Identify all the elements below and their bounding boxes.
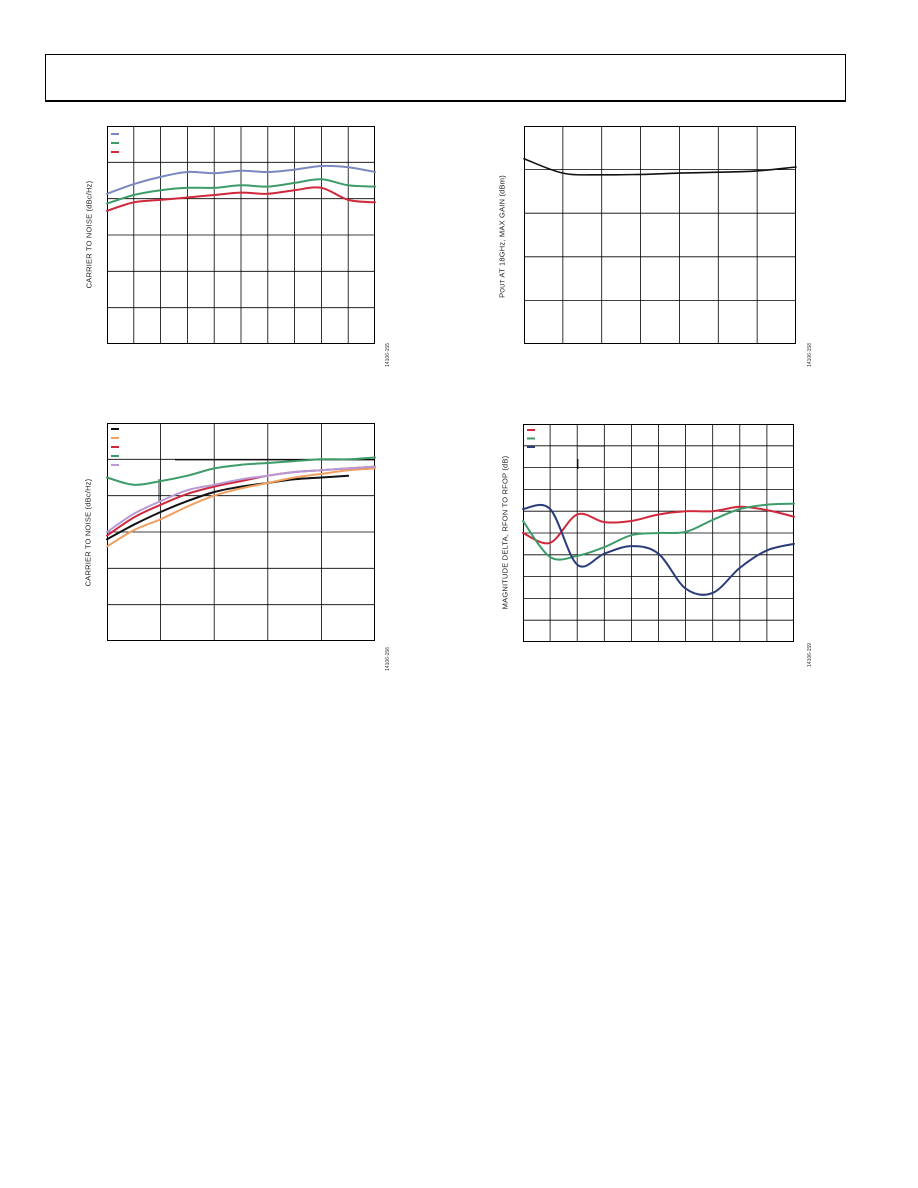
chart-1-figure-number: 14106-155 <box>384 343 391 367</box>
chart-3-y-axis-label: CARRIER TO NOISE (dBc/Hz) <box>83 478 93 587</box>
series-line-3 <box>522 503 795 596</box>
chart-2-pout-max-gain <box>523 126 797 344</box>
series-line-2 <box>522 502 795 561</box>
chart-4-y-axis-label: MAGNITUDE DELTA, RFON TO RFOP (dB) <box>500 455 510 610</box>
chart-1-y-axis-label: CARRIER TO NOISE (dBc/Hz) <box>84 180 94 289</box>
chart-3-carrier-to-noise <box>106 423 376 641</box>
plot-frame <box>524 126 796 344</box>
series-line-5 <box>106 465 376 533</box>
chart-3-figure-number: 14106-156 <box>384 647 391 671</box>
series-line-3 <box>106 186 376 212</box>
chart-4-magnitude-delta <box>522 424 795 642</box>
series-line-1 <box>106 164 376 195</box>
chart-2-y-axis-label: POUT AT 18GHz, MAX GAIN (dBm) <box>498 137 507 337</box>
series-line-2 <box>106 467 376 548</box>
chart-2-y-label-rest: AT 18GHz, MAX GAIN (dBm) <box>497 175 507 280</box>
chart-2-y-label-prefix: P <box>497 292 507 298</box>
chart-4-figure-number: 14106-159 <box>806 643 813 667</box>
series-line-1 <box>523 157 797 176</box>
chart-2-figure-number: 14106-158 <box>806 343 813 367</box>
series-line-4 <box>106 456 376 486</box>
series-line-1 <box>106 474 350 541</box>
page-header-box <box>45 54 846 102</box>
chart-1-carrier-to-noise <box>106 126 376 344</box>
series-line-2 <box>106 178 376 205</box>
chart-2-y-label-sub: OUT <box>500 279 507 293</box>
